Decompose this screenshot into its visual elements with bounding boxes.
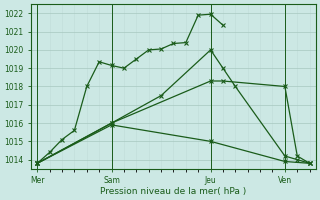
X-axis label: Pression niveau de la mer( hPa ): Pression niveau de la mer( hPa ) [100,187,247,196]
